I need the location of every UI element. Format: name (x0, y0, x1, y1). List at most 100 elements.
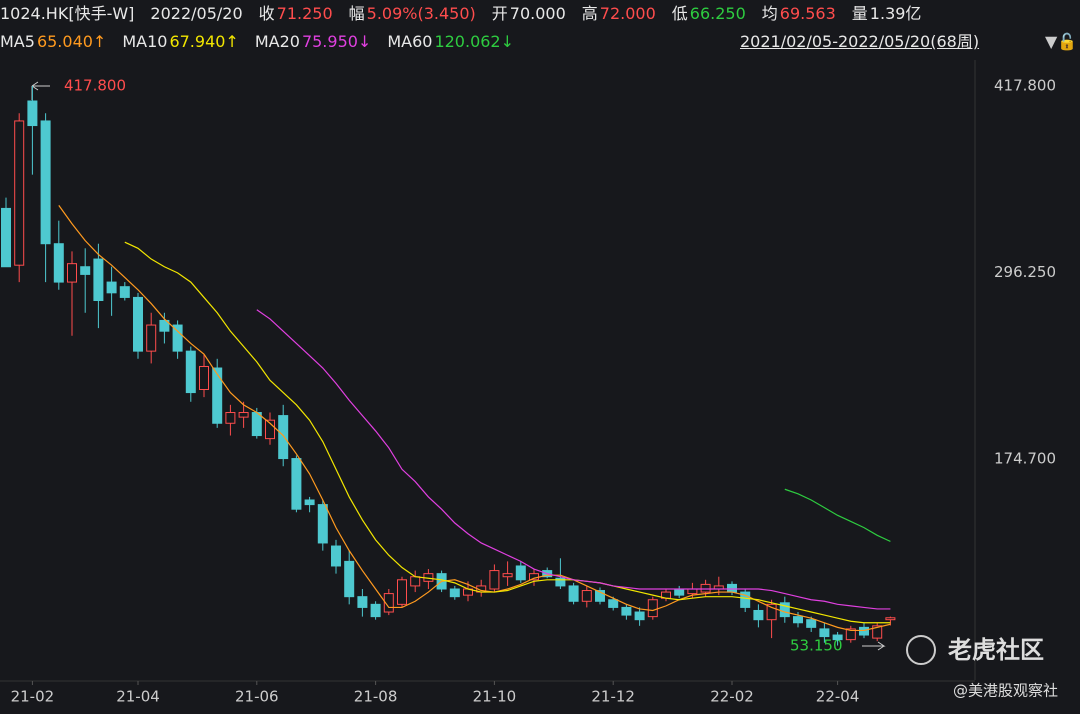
quote-item: 72.000 (599, 4, 656, 23)
candle-body (489, 570, 500, 590)
ma-bar: MA5 65.040↑ MA10 67.940↑ MA20 75.950↓ MA60 120.… (0, 28, 1080, 56)
candle-body (212, 367, 223, 424)
candle-body (859, 626, 869, 636)
legend-value: 65.040↑ (36, 32, 107, 51)
x-tick-label: 21-06 (235, 688, 279, 706)
y-tick-label: 296.250 (994, 263, 1056, 281)
candle-body (819, 628, 830, 638)
legend-name: MA60 (387, 32, 433, 51)
max-arrow (31, 81, 50, 100)
legend-value: 67.940↑ (169, 32, 239, 51)
y-tick-label: 417.800 (994, 76, 1056, 94)
min-label: 53.150 (790, 637, 843, 655)
candle-body (370, 603, 381, 618)
candle-body (159, 319, 170, 332)
x-tick-label: 21-08 (354, 688, 398, 706)
candle-body (397, 579, 407, 605)
legend-name: MA10 (122, 32, 168, 51)
candle-body (106, 281, 117, 294)
quote-item: 1024.HK[快手-W] (0, 4, 135, 23)
quote-item: 开 (491, 4, 508, 23)
candle-body (700, 583, 711, 593)
candle-body (80, 266, 91, 275)
quote-item: 高 (581, 4, 598, 23)
candle-body (331, 545, 341, 567)
candle-body (515, 565, 526, 581)
candle-body (634, 611, 645, 621)
candle-body (265, 419, 275, 440)
candle-body (595, 590, 605, 602)
legend-name: MA5 (0, 32, 35, 51)
candle-body (727, 583, 737, 593)
quote-item: 收 (258, 4, 275, 23)
date-range[interactable]: 2021/02/05-2022/05/20(68周) (740, 32, 980, 51)
candle-body (304, 499, 315, 506)
max-label: 417.800 (64, 77, 126, 95)
legend-value: 75.950↓ (301, 32, 372, 51)
candle-body (291, 458, 302, 510)
candle-body (872, 625, 883, 639)
x-tick-label: 22-04 (816, 688, 860, 706)
x-tick-label: 22-02 (710, 688, 754, 706)
quote-item: 5.09%(3.450) (366, 4, 476, 23)
legend-name: MA20 (254, 32, 300, 51)
candle-body (344, 560, 355, 598)
x-tick-label: 21-10 (473, 688, 517, 706)
candle-body (647, 599, 658, 618)
ma-line (58, 205, 891, 632)
candle-body (674, 588, 685, 596)
candle-body (449, 588, 460, 598)
candle-body (832, 634, 843, 641)
candle-body (251, 412, 262, 437)
quote-item: 幅 (348, 4, 365, 23)
candle-body (793, 616, 803, 624)
candle-body (753, 609, 764, 621)
candle-body (172, 324, 183, 352)
ma-line (124, 241, 891, 624)
x-tick-label: 21-02 (11, 688, 55, 706)
candle-body (568, 585, 579, 602)
candle-body (27, 100, 38, 127)
ma-line (784, 488, 891, 542)
y-tick-label: 174.700 (994, 450, 1056, 468)
quote-item: 66.250 (689, 4, 746, 23)
min-arrow (862, 641, 886, 651)
candle-body (621, 606, 632, 616)
candle-body (845, 628, 856, 641)
credit: @美港股观察社 (953, 682, 1058, 700)
x-tick-label: 21-04 (116, 688, 160, 706)
quote-item: 量 (851, 4, 868, 23)
candle-body (766, 603, 777, 621)
candle-body (146, 324, 157, 352)
ma-line (256, 309, 891, 610)
candle-body (555, 577, 566, 587)
candle-body (238, 412, 249, 418)
candle-body (608, 599, 619, 608)
x-tick-label: 21-12 (591, 688, 635, 706)
candle-body (581, 590, 592, 602)
candle-body (185, 350, 196, 394)
candle-body (885, 617, 896, 621)
candle-body (225, 412, 236, 424)
candle-body (410, 576, 421, 587)
candle-body (67, 263, 77, 283)
watermark: 老虎社区 (948, 636, 1044, 664)
candle-body (93, 258, 104, 301)
candle-body (199, 365, 209, 391)
candle-body (53, 243, 64, 283)
candle-body (14, 120, 25, 266)
candle-body (502, 573, 513, 578)
quote-item: 均 (761, 4, 778, 23)
candle-body (806, 619, 817, 628)
quote-item: 71.250 (276, 4, 333, 23)
candle-body (1, 207, 11, 268)
candle-body (40, 120, 51, 245)
candle-body (687, 588, 698, 595)
quote-item: 69.563 (779, 4, 836, 23)
candle-body (383, 593, 394, 613)
dropdown[interactable]: ▼🔓 (1045, 32, 1078, 51)
quote-item: 1.39亿 (869, 4, 922, 23)
quote-bar: 1024.HK[快手-W] 2022/05/20 收 71.250 幅 5.09%(3.4… (0, 0, 923, 28)
